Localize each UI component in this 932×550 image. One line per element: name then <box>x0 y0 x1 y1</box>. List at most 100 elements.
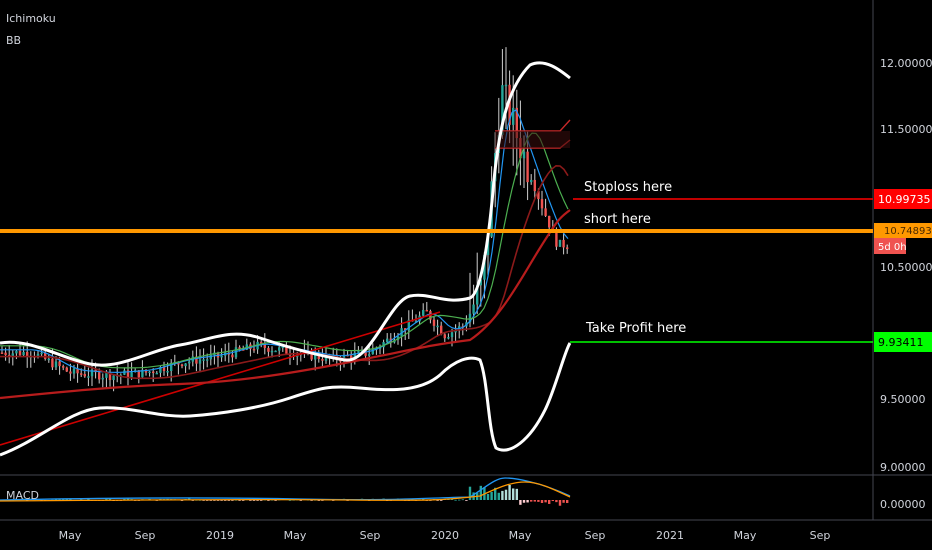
macd-label[interactable]: MACD <box>6 489 39 502</box>
macd-histogram-bar <box>224 500 227 501</box>
tenkan-line <box>0 109 569 374</box>
candle-body <box>540 199 544 209</box>
candle-body <box>314 353 317 360</box>
x-tick-1: Sep <box>135 529 156 542</box>
y-tick-9: 9.00000 <box>880 461 926 474</box>
candle-body <box>432 319 436 326</box>
candle-body <box>476 285 479 305</box>
candle-body <box>310 350 313 360</box>
candle-body <box>198 359 202 364</box>
macd-histogram-bar <box>252 500 256 501</box>
short-annotation[interactable]: short here <box>584 212 651 227</box>
entry-tag[interactable]: 10.74893 <box>884 226 932 237</box>
candle-body <box>472 304 475 314</box>
candle-body <box>44 352 47 359</box>
candle-body <box>382 342 385 348</box>
macd-line <box>0 477 571 501</box>
candle-body <box>350 355 353 360</box>
x-axis-ticks: May Sep 2019 May Sep 2020 May Sep 2021 May Sep <box>59 529 831 542</box>
macd-histogram-bar <box>497 492 500 500</box>
candle-body <box>263 343 266 348</box>
y-tick-11-5: 11.50000 <box>880 123 932 136</box>
macd-histogram-bar <box>80 499 83 501</box>
candle-body <box>443 334 446 339</box>
macd-histogram-bar <box>440 500 443 501</box>
macd-y-tick: 0.00000 <box>880 498 926 511</box>
y-tick-12: 12.00000 <box>880 57 932 70</box>
macd-histogram-bar <box>461 499 464 501</box>
candle-body <box>267 347 270 352</box>
candle-body <box>51 358 54 368</box>
candle-body <box>425 309 428 312</box>
macd-histogram-bar <box>256 500 259 501</box>
candle-body <box>162 367 166 372</box>
candle-body <box>112 375 115 381</box>
candle-body <box>548 215 551 228</box>
candle-body <box>40 352 43 355</box>
ichimoku-label[interactable]: Ichimoku <box>6 12 56 25</box>
bb-label[interactable]: BB <box>6 34 22 47</box>
candle-body <box>90 369 94 377</box>
candle-body <box>87 376 90 378</box>
macd-histogram-bar <box>504 489 508 500</box>
candle-body <box>206 359 209 361</box>
candle-body <box>468 313 472 323</box>
candle-body <box>22 351 25 356</box>
macd-pane <box>0 477 571 506</box>
candle-body <box>220 355 223 358</box>
candle-body <box>558 239 562 247</box>
macd-histogram-bar <box>566 500 569 504</box>
candle-body <box>436 325 439 328</box>
candle-body <box>155 372 158 375</box>
macd-histogram-bar <box>274 500 277 501</box>
senkou-line <box>0 164 569 380</box>
macd-histogram-bar <box>508 484 511 500</box>
macd-histogram-bar <box>238 500 241 501</box>
candle-body <box>18 351 22 356</box>
entry-tag-bg <box>874 223 932 238</box>
macd-histogram-bar <box>494 487 497 500</box>
candle-body <box>180 364 184 367</box>
candle-body <box>544 208 547 216</box>
candle-body <box>562 239 565 248</box>
macd-histogram-bar <box>555 500 558 503</box>
x-tick-2: 2019 <box>206 529 234 542</box>
macd-histogram-bar <box>479 485 482 500</box>
stoploss-annotation[interactable]: Stoploss here <box>584 180 672 195</box>
macd-histogram-bar <box>202 500 205 501</box>
macd-histogram-bar <box>213 500 216 501</box>
candle-body <box>512 107 515 125</box>
trendline[interactable] <box>0 311 441 446</box>
macd-histogram-bar <box>310 500 313 501</box>
macd-histogram-bar <box>87 499 90 500</box>
take-profit-annotation[interactable]: Take Profit here <box>585 321 686 336</box>
x-tick-10: Sep <box>810 529 831 542</box>
candle-body <box>317 353 320 359</box>
take-profit-tag[interactable]: 9.93411 <box>878 336 924 349</box>
macd-histogram-bar <box>458 499 461 501</box>
candle-body <box>537 191 540 200</box>
candle-body <box>526 151 529 183</box>
candle-body <box>371 349 374 355</box>
macd-histogram-bar <box>267 500 270 501</box>
candle-body <box>422 309 425 316</box>
candle-body <box>501 85 504 135</box>
stoploss-tag[interactable]: 10.99735 <box>878 193 931 206</box>
candle-body <box>101 377 104 380</box>
candle-body <box>108 373 112 381</box>
x-tick-8: 2021 <box>656 529 684 542</box>
candle-body <box>98 372 101 380</box>
macd-histogram-bar <box>551 500 554 502</box>
candle-body <box>188 361 191 364</box>
bollinger-lower <box>0 342 572 457</box>
candle-body <box>508 84 511 125</box>
x-tick-3: May <box>284 529 307 542</box>
signal-line <box>0 481 571 502</box>
candle-body <box>447 337 450 339</box>
macd-histogram-bar <box>422 498 425 500</box>
macd-histogram-bar <box>562 500 565 503</box>
candle-body <box>530 179 533 183</box>
kijun-line <box>0 132 569 369</box>
candle-body <box>339 360 342 362</box>
